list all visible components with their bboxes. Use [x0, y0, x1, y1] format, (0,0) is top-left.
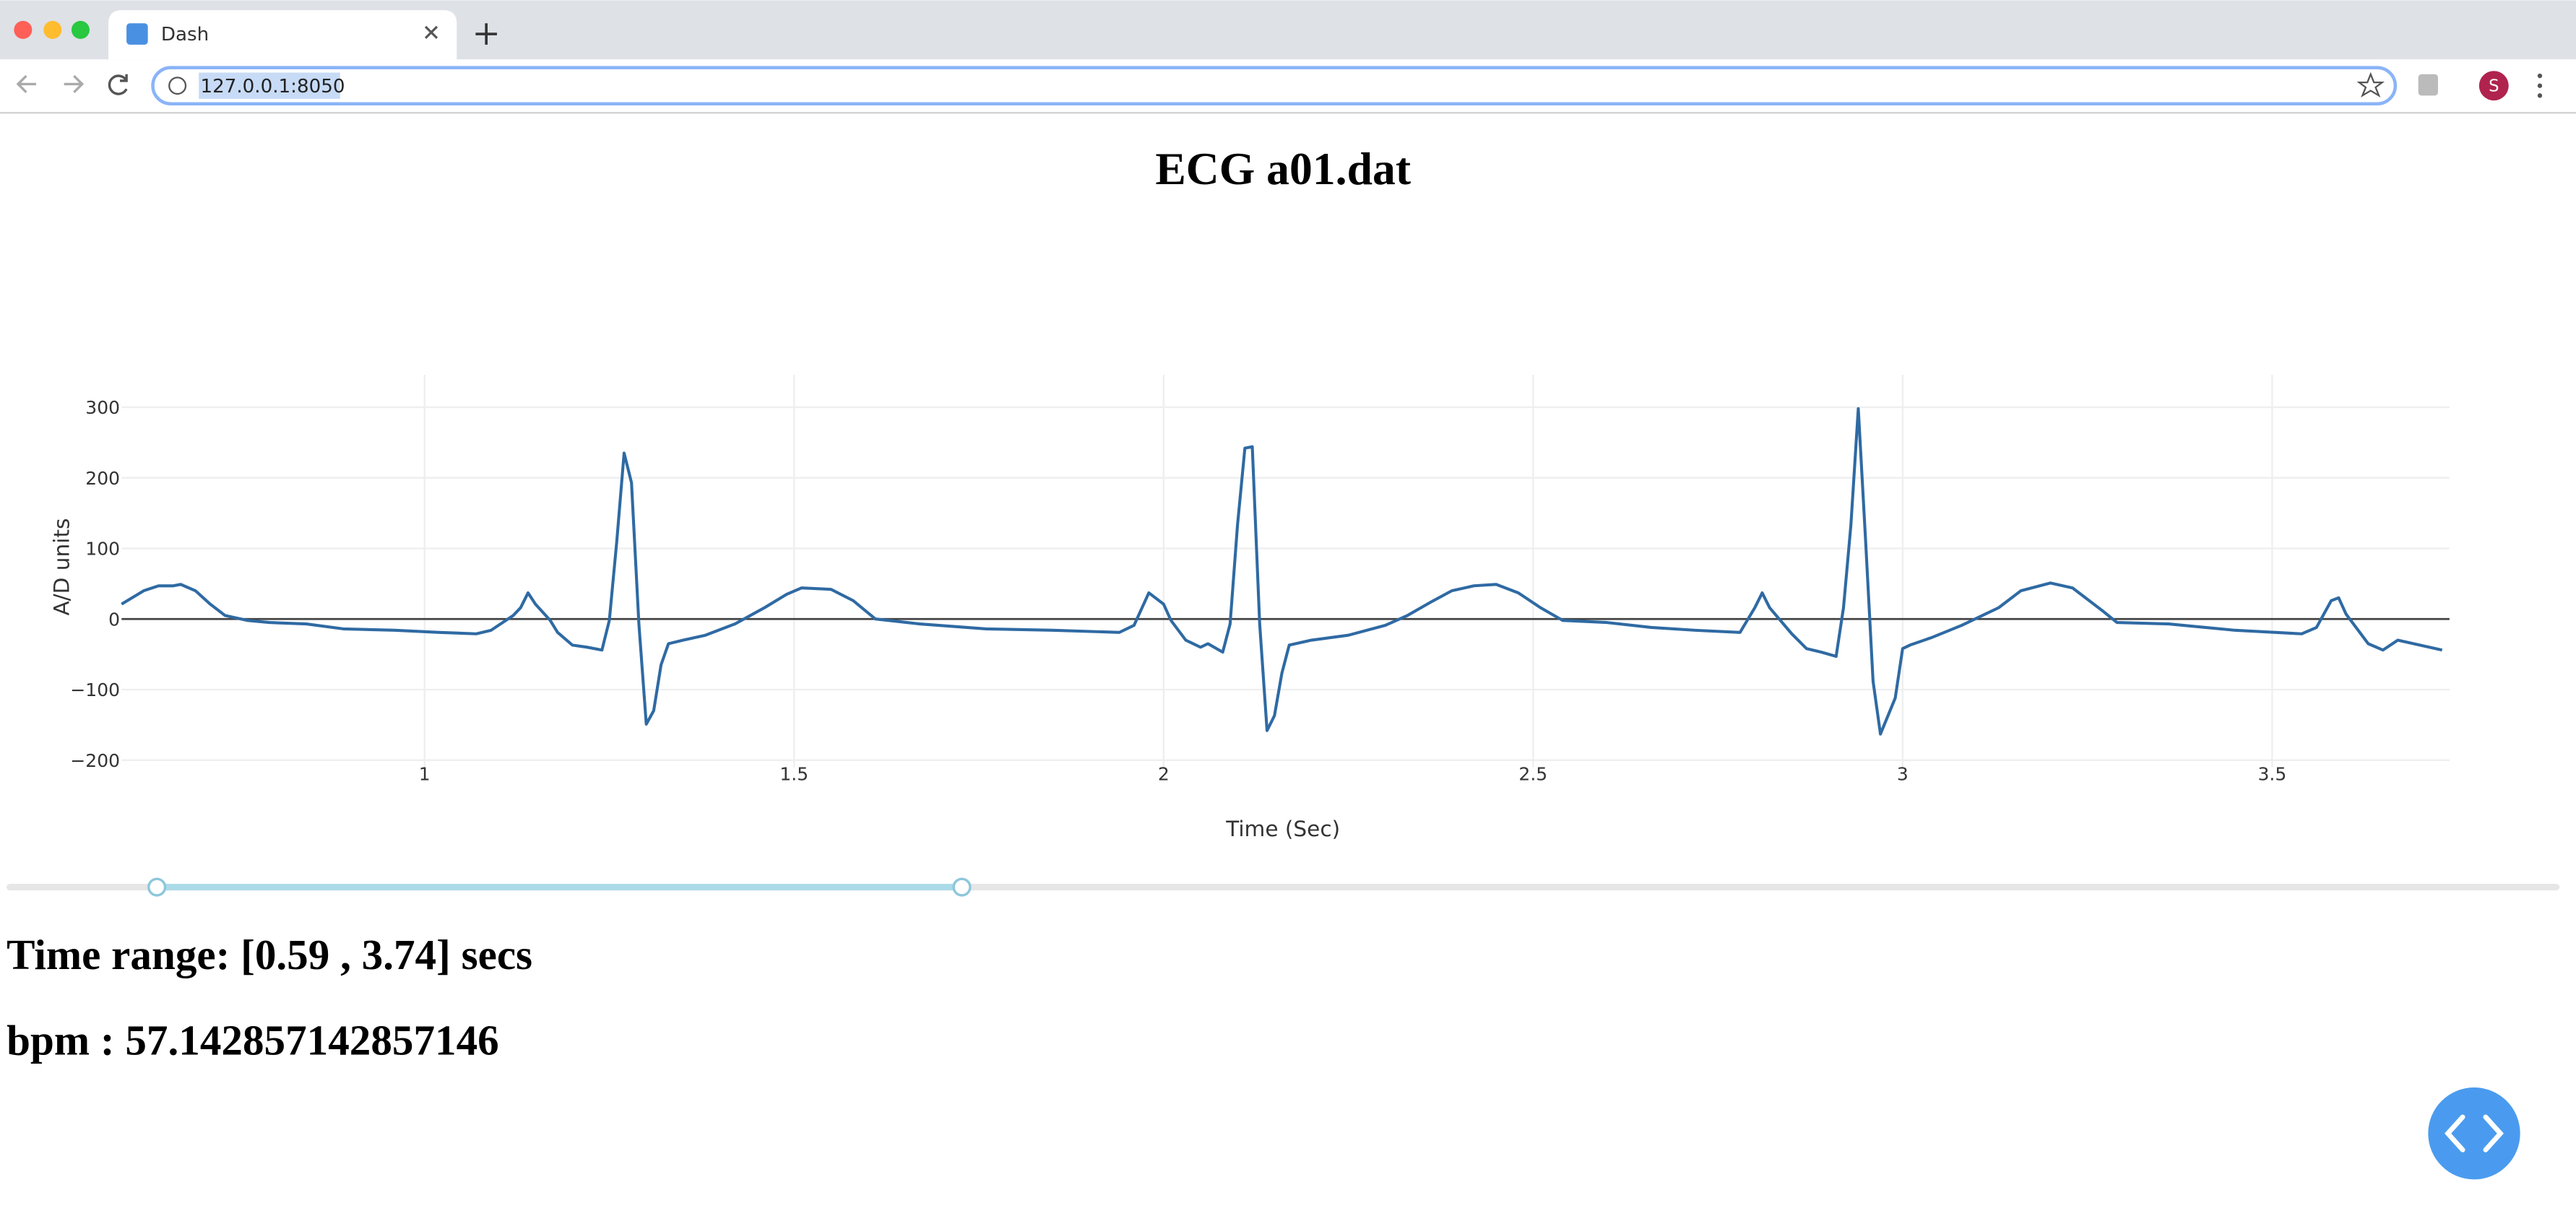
menu-button[interactable]: [2537, 73, 2543, 98]
tab-close[interactable]: [424, 25, 438, 39]
y-tick-label: −200: [70, 750, 120, 771]
url-selection: [199, 72, 340, 99]
url-text[interactable]: 127.0.0.1:8050: [200, 76, 345, 97]
minimize-window[interactable]: [43, 20, 62, 39]
y-axis-label: A/D units: [50, 518, 74, 616]
y-tick-label: 0: [108, 609, 120, 630]
profile-avatar[interactable]: [2478, 71, 2509, 101]
x-tick-label: 1.5: [779, 764, 808, 785]
y-tick-label: 200: [85, 468, 120, 489]
tab-favicon: [126, 23, 148, 45]
y-tick-label: 100: [85, 539, 120, 560]
maximize-window[interactable]: [71, 20, 90, 39]
range-slider-selection: [156, 883, 961, 891]
bpm-text: bpm : 57.142857142857146: [7, 1016, 499, 1064]
x-tick-label: 1: [419, 764, 431, 785]
close-window[interactable]: [14, 20, 33, 39]
ecg-line: [121, 407, 2443, 736]
active-tab[interactable]: [108, 10, 457, 60]
x-axis-label: Time (Sec): [1225, 817, 1340, 841]
tab-title: Dash: [161, 24, 209, 45]
page-title: ECG a01.dat: [1155, 143, 1411, 194]
debug-button[interactable]: [2428, 1087, 2520, 1180]
reload-button[interactable]: [108, 74, 128, 95]
debug-icon: [2445, 1114, 2504, 1152]
y-tick-label: −100: [70, 679, 120, 700]
range-slider-handle[interactable]: [952, 877, 972, 897]
x-tick-label: 2.5: [1518, 764, 1547, 785]
time-range-text: Time range: [0.59 , 3.74] secs: [7, 931, 532, 978]
extension-icon[interactable]: [2418, 74, 2438, 96]
forward-button[interactable]: [64, 74, 85, 93]
bookmark-star[interactable]: [2356, 71, 2385, 98]
address-bar[interactable]: [151, 66, 2398, 105]
x-tick-label: 3: [1897, 764, 1909, 785]
x-tick-label: 2: [1158, 764, 1170, 785]
range-slider-handle[interactable]: [147, 877, 167, 897]
site-info[interactable]: [168, 77, 187, 95]
profile-initial: S: [2489, 77, 2499, 96]
ecg-chart: 1 1.5 2 2.5 3 3.5 −200 −100 0 100 200 300: [70, 374, 2450, 785]
new-tab[interactable]: [475, 23, 497, 45]
x-tick-label: 3.5: [2257, 764, 2286, 785]
back-button[interactable]: [16, 74, 37, 93]
y-tick-label: 300: [85, 397, 120, 418]
